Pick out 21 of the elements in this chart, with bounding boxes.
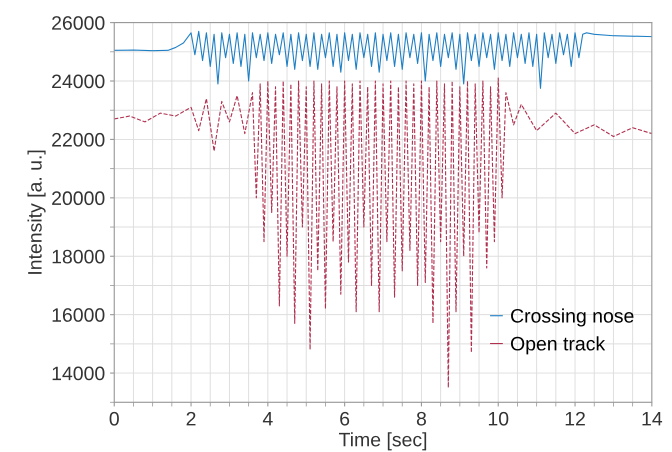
x-tick-label: 14 <box>642 412 662 426</box>
y-tick-label: 18000 <box>52 250 104 264</box>
legend-label: Crossing nose <box>511 308 634 327</box>
y-tick-label: 26000 <box>52 16 104 30</box>
x-tick-label: 4 <box>262 412 273 426</box>
line-series <box>114 30 652 89</box>
y-tick-label: 16000 <box>52 308 104 322</box>
y-tick-label: 22000 <box>52 132 104 147</box>
line-series <box>114 78 652 388</box>
x-tick-label: 0 <box>110 412 119 426</box>
x-tick-label: 12 <box>566 412 585 426</box>
legend-label: Open track <box>510 336 606 354</box>
y-tick-label: 24000 <box>52 74 104 88</box>
x-tick-label: 8 <box>416 412 426 426</box>
x-tick-label: 10 <box>488 412 508 426</box>
x-axis-title: Time [sec] <box>339 432 426 450</box>
y-axis-title: Intensity [a. u.] <box>27 150 46 274</box>
x-tick-label: 2 <box>186 412 196 426</box>
y-tick-label: 14000 <box>52 366 104 380</box>
y-tick-label: 20000 <box>52 191 104 206</box>
x-tick-label: 6 <box>340 412 350 426</box>
